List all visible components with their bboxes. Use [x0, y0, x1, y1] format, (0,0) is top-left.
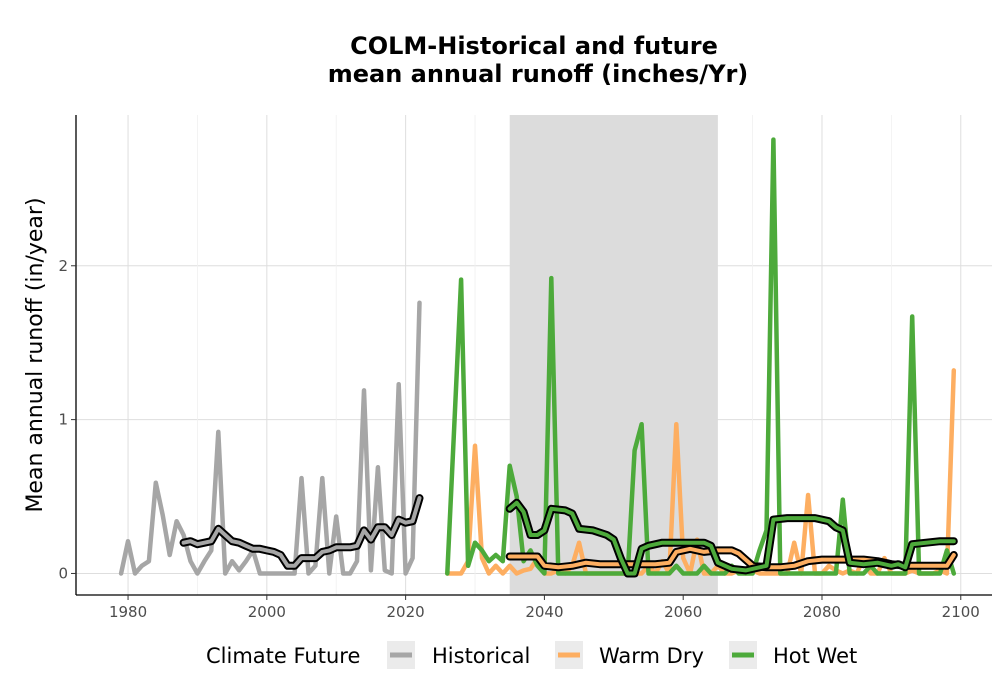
x-tick-label-2100: 2100 — [942, 603, 980, 621]
x-tick-label-2080: 2080 — [803, 603, 841, 621]
x-tick-label-1980: 1980 — [109, 603, 147, 621]
plot-area: 1980 2000 2020 2040 2060 2080 2100 0 1 2 — [58, 115, 992, 621]
x-tick-label-2060: 2060 — [664, 603, 702, 621]
series-line-warm-dry — [445, 368, 957, 576]
legend: Climate Future Historical Warm Dry Hot W… — [206, 641, 857, 669]
legend-entry-historical: Historical — [387, 641, 530, 669]
legend-label-hot-wet: Hot Wet — [773, 644, 857, 668]
y-axis-title: Mean annual runoff (in/year) — [23, 197, 48, 512]
y-tick-label-1: 1 — [58, 411, 68, 429]
legend-title: Climate Future — [206, 644, 360, 668]
chart-title-line-2: mean annual runoff (inches/Yr) — [328, 60, 749, 88]
y-tick-label-0: 0 — [58, 564, 68, 582]
rolling-mean-line-hot-wet — [507, 500, 956, 576]
chart-title-line-1: COLM-Historical and future — [350, 32, 718, 60]
legend-entry-hot-wet: Hot Wet — [729, 641, 857, 669]
rolling-mean-line-historical — [181, 496, 422, 568]
x-tick-label-2020: 2020 — [387, 603, 425, 621]
y-tick-label-2: 2 — [58, 257, 68, 275]
shaded-period — [509, 115, 718, 595]
x-tick-label-2040: 2040 — [525, 603, 563, 621]
legend-entry-warm-dry: Warm Dry — [555, 641, 704, 669]
legend-label-warm-dry: Warm Dry — [599, 644, 704, 668]
legend-label-historical: Historical — [432, 644, 530, 668]
x-tick-label-2000: 2000 — [248, 603, 286, 621]
